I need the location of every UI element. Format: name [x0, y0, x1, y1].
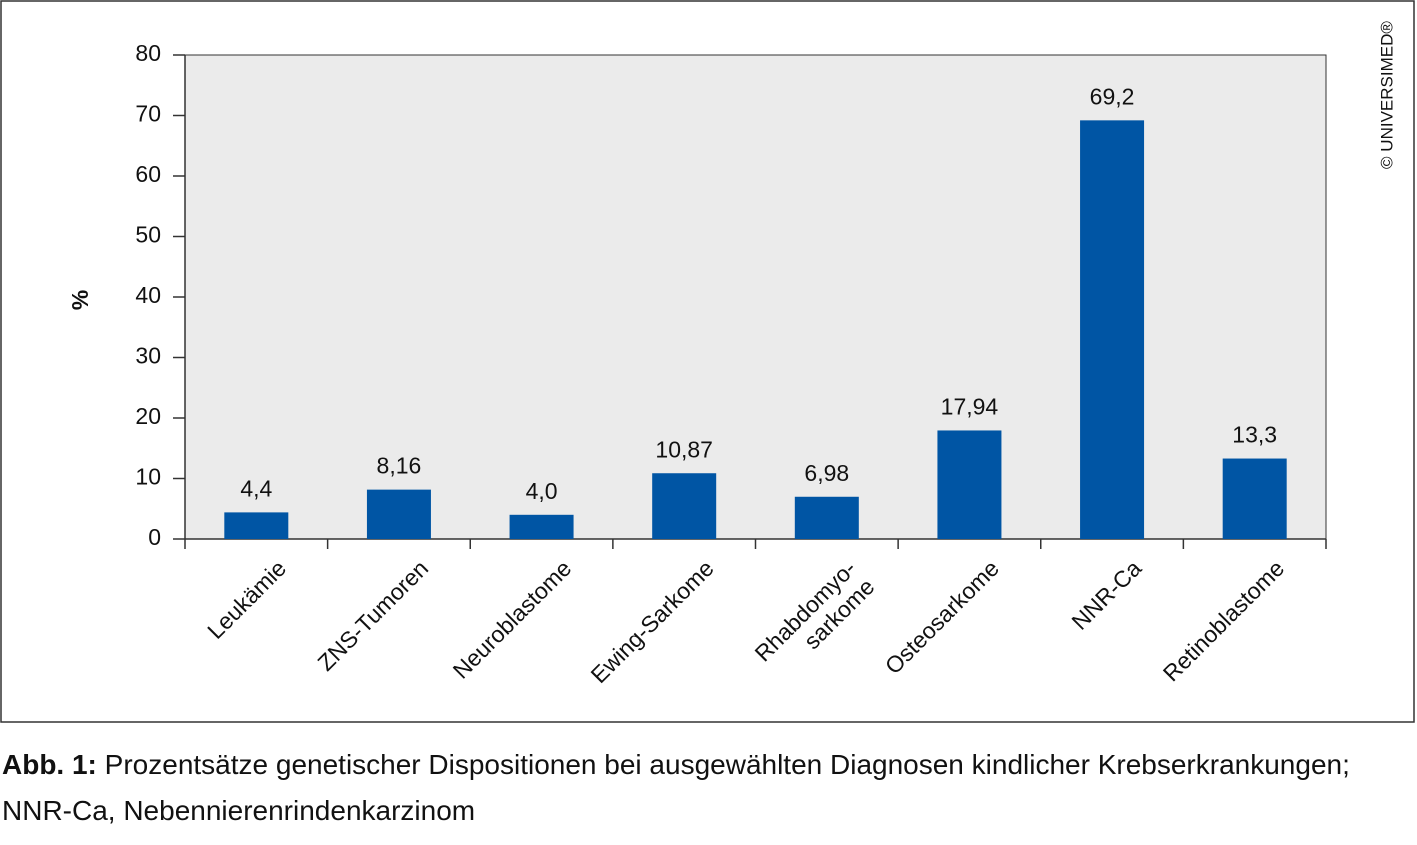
y-tick-label: 10: [135, 464, 161, 490]
data-label: 4,4: [240, 475, 272, 501]
y-axis-label: %: [67, 290, 93, 310]
y-tick-label: 40: [135, 282, 161, 308]
y-tick-label: 20: [135, 403, 161, 429]
bar: [937, 430, 1002, 539]
y-tick-label: 60: [135, 161, 161, 187]
bar: [224, 512, 289, 539]
bar: [509, 514, 574, 539]
bar: [794, 496, 859, 539]
y-tick-label: 80: [135, 40, 161, 66]
y-tick-label: 0: [148, 524, 161, 550]
data-label: 13,3: [1232, 422, 1277, 448]
caption-text: Prozentsätze genetischer Dispositionen b…: [2, 749, 1350, 826]
caption-label: Abb. 1:: [2, 749, 97, 780]
caption: Abb. 1: Prozentsätze genetischer Disposi…: [2, 742, 1402, 834]
data-label: 10,87: [655, 436, 713, 462]
y-tick-label: 70: [135, 101, 161, 127]
frame: [0, 0, 1415, 723]
bar: [366, 489, 431, 539]
bar: [1222, 458, 1287, 539]
y-tick-label: 30: [135, 343, 161, 369]
data-label: 8,16: [377, 453, 422, 479]
copyright: © UNIVERSIMED®: [1377, 21, 1396, 169]
data-label: 69,2: [1090, 83, 1135, 109]
data-label: 6,98: [804, 460, 849, 486]
plot-area: [184, 54, 1327, 540]
bar: [1080, 120, 1145, 539]
data-label: 17,94: [941, 394, 999, 420]
data-label: 4,0: [526, 478, 558, 504]
y-tick-label: 50: [135, 222, 161, 248]
bar: [652, 473, 717, 539]
